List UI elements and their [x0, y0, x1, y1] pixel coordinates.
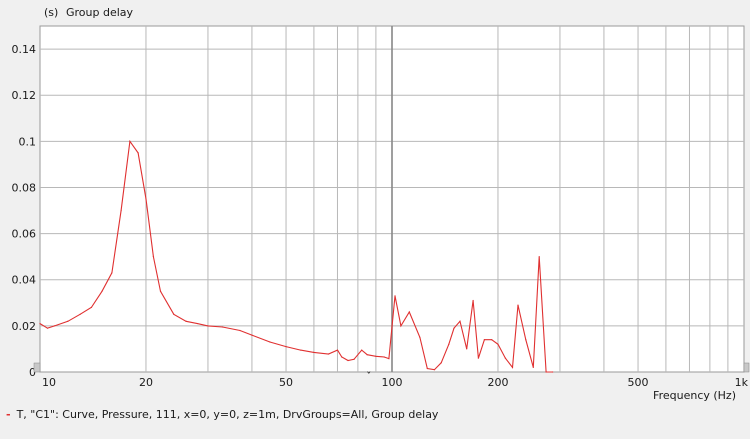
data-point [538, 256, 540, 258]
data-point [453, 327, 455, 329]
data-point [491, 339, 493, 341]
data-point [159, 290, 162, 292]
data-point [101, 290, 103, 292]
data-point [440, 362, 442, 364]
data-point [361, 349, 363, 351]
y-tick-label: 0.06 [12, 228, 37, 241]
data-point [145, 198, 147, 200]
data-point [426, 367, 428, 370]
x-tick-labels: 10 20 50 100 200 500 1k [42, 376, 749, 389]
data-point [472, 299, 474, 302]
data-point [341, 356, 343, 358]
data-point [185, 320, 187, 322]
y-tick-label: 0.12 [12, 89, 37, 102]
data-point [111, 272, 113, 274]
y-axis-unit: (s) [44, 6, 58, 19]
y-tick-label: 0.1 [19, 135, 37, 148]
curve-description: "C1": Curve, Pressure, 111, x=0, y=0, z=… [30, 407, 439, 421]
data-point [394, 295, 396, 297]
data-point [313, 351, 315, 353]
data-point [39, 322, 41, 325]
data-point [511, 366, 514, 368]
x-tick-label: 10 [42, 376, 56, 389]
data-point [433, 369, 436, 371]
data-point [477, 357, 480, 359]
y-tick-labels: 0 0.02 0.04 0.06 0.08 0.1 0.12 0.14 [12, 43, 37, 379]
data-point [173, 313, 175, 315]
data-point [207, 325, 209, 327]
data-point [419, 336, 421, 338]
data-point [408, 311, 410, 313]
data-point [327, 353, 330, 355]
chart-title: Group delay [66, 6, 134, 19]
y-tick-label: 0.14 [12, 43, 37, 56]
data-point [545, 371, 547, 373]
data-point [129, 140, 131, 142]
series-points [39, 140, 554, 373]
data-point [366, 354, 368, 356]
y-tick-label: 0.02 [12, 320, 37, 333]
y-tick-label: 0 [29, 366, 36, 379]
data-point [239, 329, 241, 332]
data-point [46, 327, 49, 329]
data-point [152, 256, 155, 258]
data-point [459, 320, 461, 322]
data-point [388, 358, 390, 360]
scroll-left-handle[interactable] [33, 362, 41, 373]
data-point [120, 209, 122, 212]
scroll-right-handle[interactable] [743, 362, 750, 373]
curve-color-swatch: - [6, 407, 11, 421]
data-point [448, 343, 450, 345]
curve-legend-row: - T, "C1": Curve, Pressure, 111, x=0, y=… [6, 406, 438, 422]
x-axis-label: Frequency (Hz) [653, 389, 736, 402]
zoom-marker-icon[interactable]: ˇ [366, 370, 372, 383]
data-point [497, 343, 499, 345]
x-tick-label: 20 [139, 376, 153, 389]
y-tick-label: 0.08 [12, 181, 37, 194]
x-grid [145, 26, 729, 372]
data-point [221, 326, 224, 328]
data-point [79, 313, 81, 315]
data-point [375, 355, 377, 357]
data-point [300, 349, 302, 351]
data-point [53, 325, 56, 327]
data-point [67, 320, 69, 322]
data-point [285, 346, 287, 348]
data-point [353, 358, 355, 360]
data-point [517, 304, 519, 306]
data-point [525, 339, 527, 341]
x-tick-label: 200 [487, 376, 508, 389]
data-point [504, 357, 507, 359]
data-point [137, 152, 139, 154]
x-tick-label: 50 [279, 376, 293, 389]
data-point [90, 306, 93, 309]
curve-marker: T, [16, 407, 27, 421]
data-point [532, 366, 534, 368]
x-tick-label: 100 [382, 376, 403, 389]
data-point [196, 322, 198, 325]
data-point [347, 359, 349, 362]
data-point [552, 371, 554, 373]
x-tick-label: 1k [735, 376, 749, 389]
data-point [466, 348, 468, 350]
y-tick-label: 0.04 [12, 274, 37, 287]
data-point [400, 325, 402, 327]
data-point [269, 341, 271, 343]
x-tick-label: 500 [628, 376, 649, 389]
data-point [383, 356, 385, 358]
data-point [336, 349, 339, 351]
data-point [483, 339, 485, 341]
data-point [251, 334, 253, 336]
